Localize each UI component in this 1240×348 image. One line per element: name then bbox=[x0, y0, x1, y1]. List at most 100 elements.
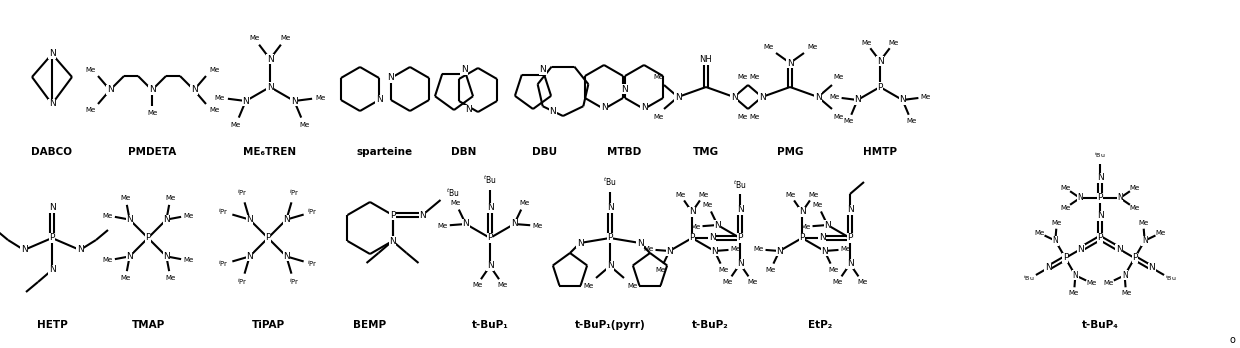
Text: Me: Me bbox=[103, 213, 113, 219]
Text: N: N bbox=[847, 206, 853, 214]
Text: N: N bbox=[21, 245, 27, 254]
Text: DBN: DBN bbox=[451, 147, 476, 157]
Text: N: N bbox=[460, 65, 467, 74]
Text: N: N bbox=[291, 96, 298, 105]
Text: Me: Me bbox=[1060, 185, 1070, 191]
Text: Me: Me bbox=[675, 192, 686, 198]
Text: N: N bbox=[126, 215, 133, 224]
Text: N: N bbox=[1148, 263, 1156, 272]
Text: Me: Me bbox=[165, 275, 176, 281]
Text: N: N bbox=[267, 55, 273, 63]
Text: N: N bbox=[606, 261, 614, 270]
Text: P: P bbox=[847, 234, 853, 243]
Text: P: P bbox=[145, 234, 151, 243]
Text: N: N bbox=[1053, 236, 1058, 245]
Text: P: P bbox=[389, 211, 396, 220]
Text: $^t$Bu: $^t$Bu bbox=[484, 174, 497, 186]
Text: BEMP: BEMP bbox=[353, 320, 387, 330]
Text: N: N bbox=[818, 234, 826, 243]
Text: Me: Me bbox=[84, 67, 95, 73]
Text: Me: Me bbox=[450, 200, 461, 206]
Text: Me: Me bbox=[208, 67, 219, 73]
Text: Me: Me bbox=[1069, 290, 1079, 296]
Text: Me: Me bbox=[889, 40, 899, 46]
Text: P: P bbox=[1132, 253, 1137, 262]
Text: N: N bbox=[737, 260, 743, 269]
Text: Me: Me bbox=[785, 192, 795, 198]
Text: Me: Me bbox=[718, 267, 729, 273]
Text: N: N bbox=[600, 103, 608, 111]
Text: Me: Me bbox=[861, 40, 872, 46]
Text: N: N bbox=[712, 246, 718, 255]
Text: $^i$Pr: $^i$Pr bbox=[218, 258, 229, 270]
Text: PMG: PMG bbox=[776, 147, 804, 157]
Text: N: N bbox=[708, 234, 715, 243]
Text: $^t$Bu: $^t$Bu bbox=[1094, 151, 1106, 160]
Text: Me: Me bbox=[801, 224, 811, 230]
Text: Me: Me bbox=[748, 279, 758, 285]
Text: NH: NH bbox=[699, 55, 712, 64]
Text: N: N bbox=[621, 85, 627, 94]
Text: N: N bbox=[191, 86, 197, 95]
Text: N: N bbox=[126, 252, 133, 261]
Text: Me: Me bbox=[841, 246, 851, 252]
Text: N: N bbox=[463, 220, 469, 229]
Text: ME₆TREN: ME₆TREN bbox=[243, 147, 296, 157]
Text: Me: Me bbox=[146, 110, 157, 116]
Text: Me: Me bbox=[1052, 220, 1061, 226]
Text: N: N bbox=[376, 95, 382, 104]
Text: N: N bbox=[1078, 193, 1083, 203]
Text: $^i$Pr: $^i$Pr bbox=[308, 258, 317, 270]
Text: N: N bbox=[511, 220, 517, 229]
Text: TMAP: TMAP bbox=[131, 320, 165, 330]
Text: Me: Me bbox=[498, 282, 508, 288]
Text: N: N bbox=[149, 86, 155, 95]
Text: N: N bbox=[675, 93, 681, 102]
Text: Me: Me bbox=[215, 95, 226, 101]
Text: P: P bbox=[1097, 234, 1102, 243]
Text: N: N bbox=[247, 215, 253, 224]
Text: N: N bbox=[465, 105, 471, 114]
Text: Me: Me bbox=[808, 192, 818, 198]
Text: Me: Me bbox=[644, 246, 653, 252]
Text: N: N bbox=[730, 93, 738, 102]
Text: Me: Me bbox=[315, 95, 325, 101]
Text: N: N bbox=[242, 96, 249, 105]
Text: Me: Me bbox=[583, 283, 593, 289]
Text: N: N bbox=[1096, 212, 1104, 221]
Text: P: P bbox=[689, 234, 694, 243]
Text: N: N bbox=[825, 221, 831, 229]
Text: Me: Me bbox=[1121, 290, 1131, 296]
Text: N: N bbox=[1078, 245, 1084, 253]
Text: N: N bbox=[577, 238, 583, 247]
Text: P: P bbox=[50, 234, 55, 243]
Text: N: N bbox=[48, 100, 56, 109]
Text: Me: Me bbox=[749, 74, 759, 80]
Text: Me: Me bbox=[832, 279, 843, 285]
Text: P: P bbox=[265, 234, 270, 243]
Text: N: N bbox=[283, 215, 290, 224]
Text: Me: Me bbox=[830, 94, 839, 100]
Text: Me: Me bbox=[703, 202, 713, 208]
Text: Me: Me bbox=[103, 258, 113, 263]
Text: Me: Me bbox=[828, 267, 838, 273]
Text: t-BuP₂: t-BuP₂ bbox=[692, 320, 728, 330]
Text: N: N bbox=[247, 252, 253, 261]
Text: Me: Me bbox=[698, 192, 709, 198]
Text: t-BuP₁: t-BuP₁ bbox=[471, 320, 508, 330]
Text: Me: Me bbox=[1156, 230, 1166, 236]
Text: $^i$Pr: $^i$Pr bbox=[308, 206, 317, 218]
Text: N: N bbox=[162, 215, 170, 224]
Text: N: N bbox=[283, 252, 290, 261]
Text: N: N bbox=[267, 82, 273, 92]
Text: $^t$Bu: $^t$Bu bbox=[445, 187, 459, 199]
Text: Me: Me bbox=[520, 200, 529, 206]
Text: Me: Me bbox=[749, 114, 759, 120]
Text: N: N bbox=[486, 261, 494, 270]
Text: P: P bbox=[487, 234, 492, 243]
Text: N: N bbox=[48, 204, 56, 213]
Text: N: N bbox=[419, 211, 425, 220]
Text: N: N bbox=[48, 49, 56, 58]
Text: N: N bbox=[759, 93, 765, 102]
Text: Me: Me bbox=[737, 74, 748, 80]
